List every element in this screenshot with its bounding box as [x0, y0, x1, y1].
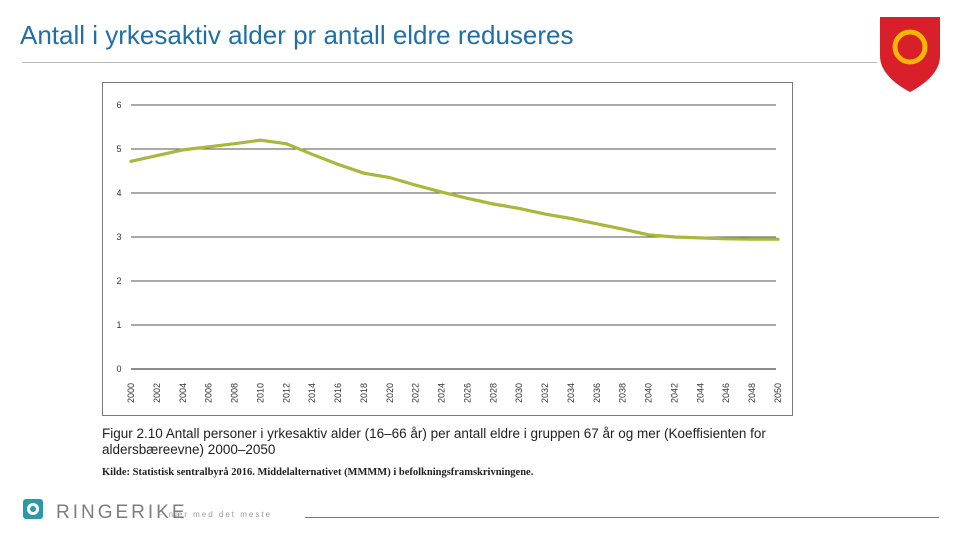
- y-tick-label: 1: [116, 320, 121, 330]
- x-tick-label: 2028: [488, 383, 498, 403]
- x-tick-label: 2046: [721, 383, 731, 403]
- x-tick-label: 2012: [281, 383, 291, 403]
- x-tick-label: 2038: [618, 383, 628, 403]
- x-tick-label: 2036: [592, 383, 602, 403]
- data-point: [284, 142, 288, 146]
- x-tick-label: 2042: [669, 383, 679, 403]
- data-point: [724, 237, 728, 241]
- data-point: [466, 196, 469, 200]
- data-point: [388, 176, 392, 179]
- x-tick-label: 2004: [178, 383, 188, 403]
- line-chart: 0 1 2 3 4 5 6 2000 2002 2004 2006 2008 2010 2012 2014 2…: [116, 100, 783, 403]
- data-point: [362, 171, 366, 175]
- data-point: [750, 237, 754, 241]
- x-tick-label: 2006: [204, 383, 214, 403]
- x-tick-label: 2040: [644, 383, 654, 403]
- title-divider: [22, 62, 877, 63]
- data-point: [569, 217, 573, 220]
- crest-shield: [880, 17, 940, 92]
- municipal-crest-icon: [880, 17, 940, 92]
- data-point: [517, 207, 521, 210]
- data-point: [181, 148, 185, 152]
- x-tick-label: 2026: [462, 383, 472, 403]
- data-point: [440, 190, 443, 194]
- data-point: [595, 222, 599, 226]
- data-point: [207, 145, 211, 149]
- x-tick-label: 2010: [255, 383, 265, 403]
- y-tick-label: 4: [116, 188, 121, 198]
- x-tick-label: 2018: [359, 383, 369, 403]
- data-point: [336, 163, 340, 166]
- data-point: [129, 159, 133, 163]
- y-tick-label: 0: [116, 364, 121, 374]
- y-tick-label: 5: [116, 144, 121, 154]
- y-tick-label: 2: [116, 276, 121, 286]
- x-tick-label: 2050: [773, 383, 783, 403]
- x-tick-label: 2030: [514, 383, 524, 403]
- footer-divider: [305, 517, 939, 518]
- y-tick-label: 6: [116, 100, 121, 110]
- footer-tagline: – nær med det meste: [158, 510, 273, 519]
- data-point: [310, 152, 314, 156]
- data-point: [698, 236, 702, 240]
- data-point: [621, 227, 625, 231]
- data-point: [259, 138, 262, 142]
- x-tick-label: 2016: [333, 383, 343, 403]
- ringerike-logo-icon: [23, 499, 43, 519]
- data-point: [491, 202, 495, 206]
- series-line-0: [129, 138, 780, 241]
- figure-source: Kilde: Statistisk sentralbyrå 2016. Midd…: [102, 467, 534, 478]
- data-point: [647, 233, 650, 237]
- x-tick-label: 2008: [230, 383, 240, 403]
- data-point: [155, 154, 159, 157]
- x-tick-label: 2014: [307, 383, 317, 403]
- x-tick-label: 2048: [747, 383, 757, 403]
- x-tick-label: 2044: [695, 383, 705, 403]
- data-point: [414, 183, 418, 187]
- x-tick-label: 2000: [126, 383, 136, 403]
- crest-ring: [892, 29, 928, 65]
- x-tick-label: 2022: [411, 383, 421, 403]
- x-tick-label: 2034: [566, 383, 576, 403]
- data-point: [673, 235, 676, 239]
- y-tick-label: 3: [116, 232, 121, 242]
- data-point: [543, 212, 547, 216]
- data-point: [776, 237, 780, 241]
- x-tick-label: 2024: [437, 383, 447, 403]
- x-tick-label: 2032: [540, 383, 550, 403]
- x-tick-label: 2020: [385, 383, 395, 403]
- data-point: [233, 142, 236, 146]
- chart-frame: 0 1 2 3 4 5 6 2000 2002 2004 2006 2008 2010 2012 2014 2…: [102, 82, 793, 416]
- footer-brand: RINGERIKE: [56, 502, 188, 523]
- figure-caption: Figur 2.10 Antall personer i yrkesaktiv …: [102, 426, 766, 457]
- slide-title: Antall i yrkesaktiv alder pr antall eldr…: [20, 20, 574, 50]
- x-tick-label: 2002: [152, 383, 162, 403]
